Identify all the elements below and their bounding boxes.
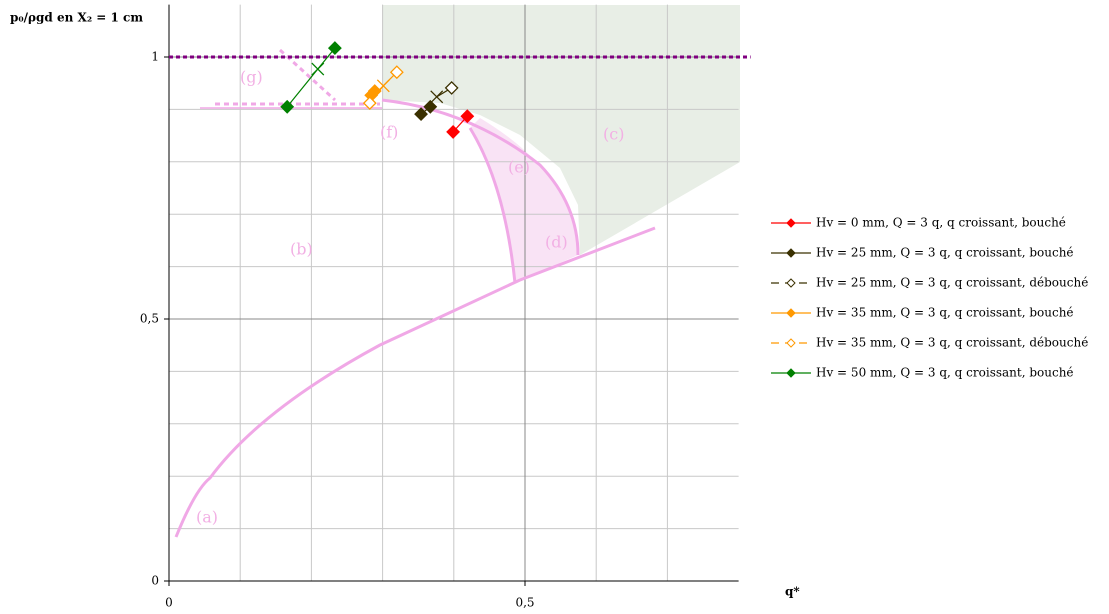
legend-marker	[786, 218, 796, 228]
grid	[169, 4, 739, 581]
legend-marker	[786, 338, 796, 348]
legend-label: Hv = 0 mm, Q = 3 q, q croissant, bouché	[816, 216, 1066, 230]
region-label: (e)	[508, 158, 530, 177]
curve-inner	[468, 127, 517, 284]
data-point	[362, 96, 377, 111]
region-label: (c)	[603, 125, 624, 144]
y-axis-label: p₀/ρgd en X₂ = 1 cm	[10, 11, 143, 25]
data-point-cross	[430, 90, 444, 104]
x-axis-label: q*	[785, 585, 800, 599]
legend-label: Hv = 25 mm, Q = 3 q, q croissant, bouché	[816, 246, 1074, 260]
x-tick-label: 0	[165, 596, 173, 610]
y-tick-label: 0,5	[140, 312, 159, 326]
data-point-cross	[311, 62, 325, 76]
data-point	[414, 107, 428, 122]
region-label: (d)	[545, 233, 568, 252]
legend-label: Hv = 50 mm, Q = 3 q, q croissant, bouché	[816, 366, 1074, 380]
legend-marker	[786, 368, 796, 378]
legend-marker	[786, 278, 796, 288]
data-point	[280, 99, 295, 114]
region-label: (a)	[196, 508, 218, 527]
region-c-shade	[382, 5, 740, 255]
region-label: (f)	[380, 123, 398, 142]
legend-marker	[786, 248, 796, 258]
x-tick-label: 0,5	[515, 596, 534, 610]
data-point	[423, 99, 438, 114]
data-point	[389, 65, 404, 80]
data-point	[444, 80, 459, 95]
legend-marker	[786, 308, 796, 318]
data-point	[460, 109, 475, 124]
legend-label: Hv = 35 mm, Q = 3 q, q croissant, bouché	[816, 306, 1074, 320]
region-label: (b)	[290, 240, 313, 259]
legend-label: Hv = 25 mm, Q = 3 q, q croissant, débouc…	[816, 276, 1088, 290]
legend-label: Hv = 35 mm, Q = 3 q, q croissant, débouc…	[816, 336, 1088, 350]
curve-a	[174, 226, 656, 538]
y-tick-label: 0	[151, 574, 159, 588]
region-de-fill	[470, 118, 578, 283]
data-point-cross	[376, 79, 390, 93]
region-label: (g)	[240, 68, 263, 87]
y-tick-label: 1	[151, 50, 159, 64]
data-point	[446, 125, 461, 139]
data-point	[327, 41, 342, 56]
